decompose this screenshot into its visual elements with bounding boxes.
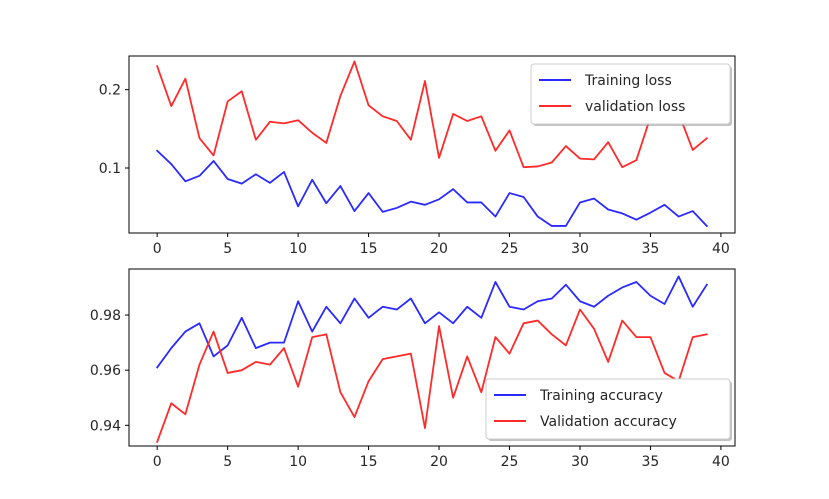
y-tick-label: 0.96 — [90, 363, 121, 379]
x-tick-label: 10 — [289, 454, 307, 470]
series-line — [155, 275, 709, 369]
x-tick-label: 35 — [642, 241, 660, 257]
axes-frame — [128, 268, 736, 447]
x-tick-label: 0 — [153, 454, 162, 470]
x-tick-label: 5 — [223, 454, 232, 470]
y-tick-label: 0.2 — [99, 83, 121, 99]
y-tick-label: 0.1 — [99, 161, 121, 177]
axes-frame — [128, 55, 736, 234]
x-tick-label: 15 — [360, 454, 378, 470]
x-tick-label: 15 — [360, 241, 378, 257]
x-tick-label: 40 — [712, 241, 730, 257]
x-tick-label: 30 — [571, 454, 589, 470]
x-tick-label: 5 — [223, 241, 232, 257]
legend-label: Training loss — [584, 73, 672, 89]
legend-box — [530, 63, 731, 125]
x-tick-label: 40 — [712, 454, 730, 470]
loss-chart: 0 5 10 15 20 25 30 35 40 0.1 0.2 Training loss valid… — [99, 55, 736, 257]
x-tick-label: 35 — [642, 454, 660, 470]
x-tick-label: 10 — [289, 241, 307, 257]
x-tick-label: 20 — [430, 241, 448, 257]
legend: Training accuracy Validation accuracy — [485, 378, 732, 441]
y-tick-label: 0.94 — [90, 418, 121, 434]
legend-label: validation loss — [585, 99, 685, 115]
accuracy-chart: 0 5 10 15 20 25 30 35 40 0.94 0.96 0.98 Training acc… — [90, 268, 736, 470]
x-tick-label: 30 — [571, 241, 589, 257]
x-tick-label: 25 — [501, 241, 519, 257]
legend: Training loss validation loss — [530, 63, 732, 126]
series-line — [155, 149, 709, 228]
legend-box — [485, 378, 731, 440]
legend-label: Training accuracy — [539, 388, 663, 404]
x-tick-label: 25 — [501, 454, 519, 470]
x-tick-label: 20 — [430, 454, 448, 470]
y-tick-label: 0.98 — [90, 308, 121, 324]
series-line — [156, 308, 708, 444]
legend-label: Validation accuracy — [540, 414, 677, 430]
x-tick-label: 0 — [153, 241, 162, 257]
series-line — [156, 60, 709, 169]
